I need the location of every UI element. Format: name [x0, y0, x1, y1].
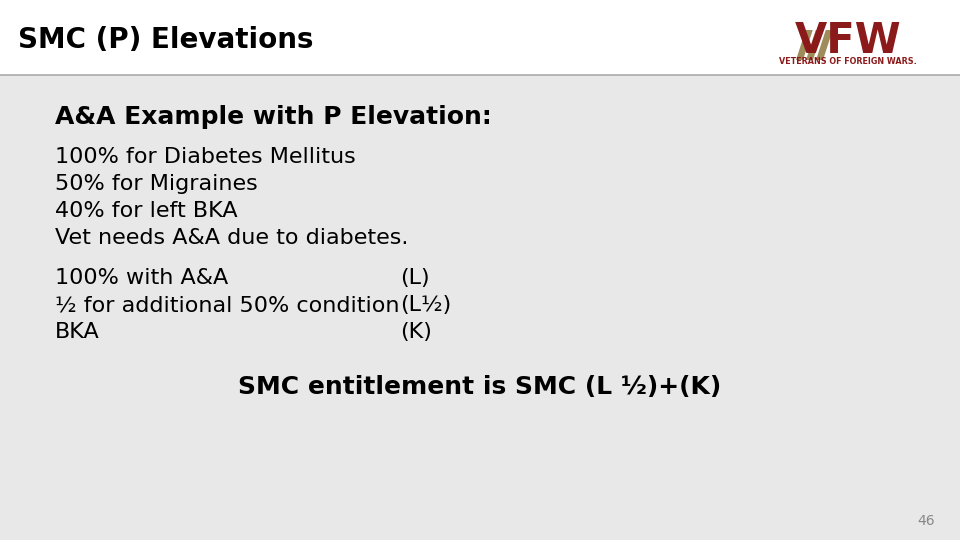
Text: (L½): (L½) [400, 295, 451, 315]
Text: SMC entitlement is SMC (L ½)+(K): SMC entitlement is SMC (L ½)+(K) [238, 375, 722, 399]
Text: VFW: VFW [795, 20, 901, 62]
Text: (K): (K) [400, 322, 432, 342]
Polygon shape [806, 30, 823, 60]
Text: 40% for left BKA: 40% for left BKA [55, 201, 238, 221]
Text: (L): (L) [400, 268, 430, 288]
Text: A&A Example with P Elevation:: A&A Example with P Elevation: [55, 105, 492, 129]
Text: SMC (P) Elevations: SMC (P) Elevations [18, 26, 314, 54]
Text: BKA: BKA [55, 322, 100, 342]
Polygon shape [796, 30, 813, 60]
Bar [0, 0, 960, 75]
Polygon shape [816, 30, 832, 60]
Text: VETERANS OF FOREIGN WARS.: VETERANS OF FOREIGN WARS. [780, 57, 917, 66]
Text: Vet needs A&A due to diabetes.: Vet needs A&A due to diabetes. [55, 228, 408, 248]
Text: 46: 46 [918, 514, 935, 528]
Bar [0, 75, 960, 540]
Text: 50% for Migraines: 50% for Migraines [55, 174, 257, 194]
Text: 100% for Diabetes Mellitus: 100% for Diabetes Mellitus [55, 147, 356, 167]
Text: 100% with A&A: 100% with A&A [55, 268, 228, 288]
Text: ½ for additional 50% condition: ½ for additional 50% condition [55, 295, 399, 315]
